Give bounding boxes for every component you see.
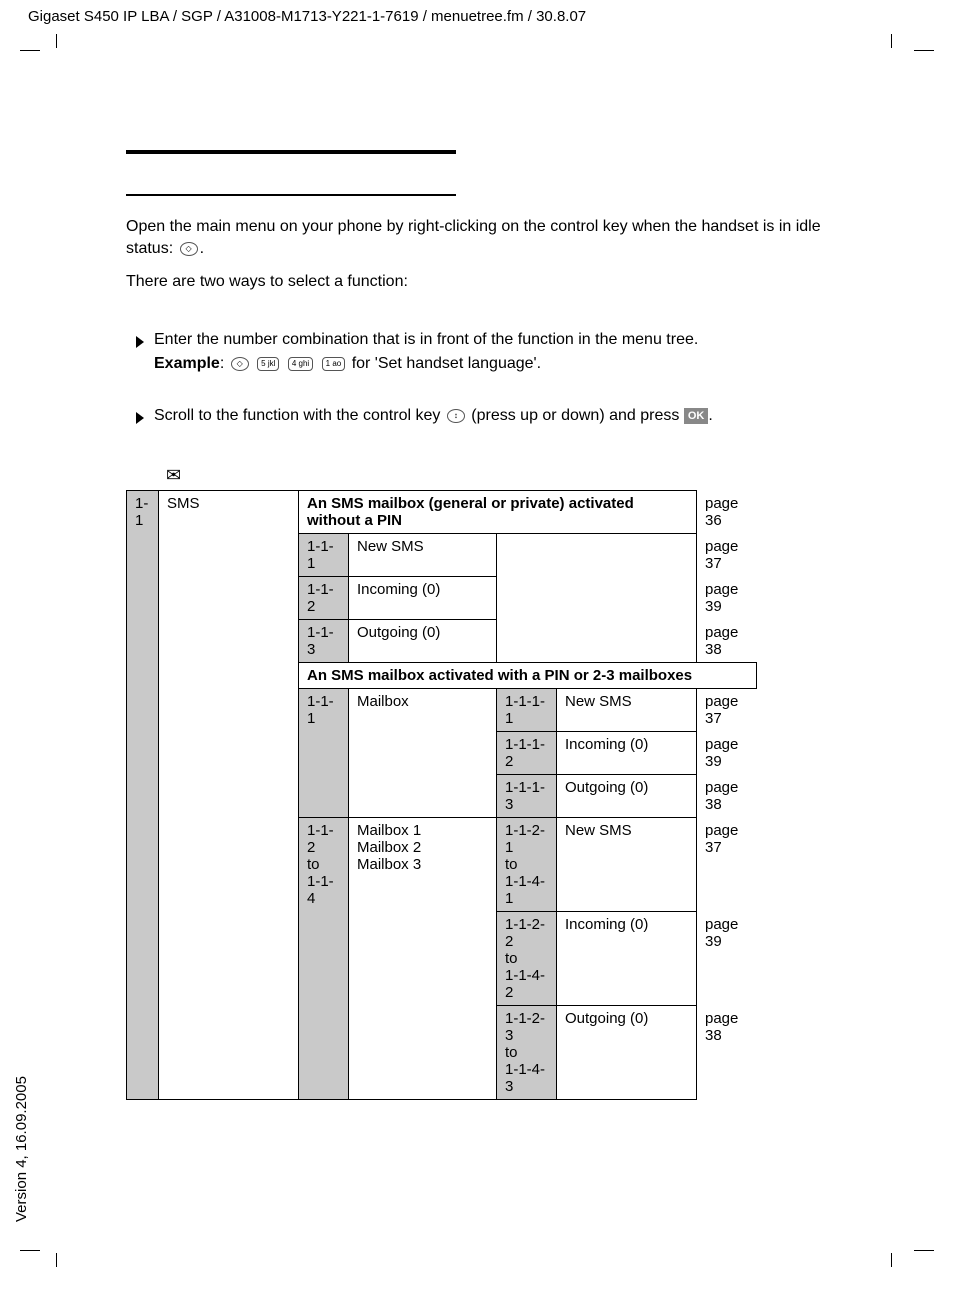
key-1-icon: 1 ao: [322, 357, 346, 371]
page-content: Open the main menu on your phone by righ…: [126, 150, 826, 1100]
header-path: Gigaset S450 IP LBA / SGP / A31008-M1713…: [28, 8, 586, 25]
envelope-icon: ✉: [166, 465, 826, 486]
cell-label: New SMS: [557, 818, 697, 912]
cell-label: New SMS: [557, 689, 697, 732]
table-row: 1-1-1 Mailbox 1-1-1-1 New SMS page 37: [127, 689, 757, 732]
bullet2-text-b: (press up or down) and press: [471, 407, 684, 424]
crop-mark: [914, 50, 934, 51]
cell-page: page 39: [697, 732, 757, 775]
intro-paragraph-1: Open the main menu on your phone by righ…: [126, 216, 826, 261]
cell-page: page 37: [697, 534, 757, 577]
crop-mark: [56, 1253, 57, 1267]
control-key-icon: ◇: [231, 357, 249, 371]
example-tail: for 'Set handset language'.: [352, 355, 541, 372]
table-row: 1-1-1 New SMS page 37: [127, 534, 757, 577]
triangle-bullet-icon: [136, 336, 144, 348]
cell-index: 1-1-1: [299, 689, 349, 732]
table-row: 1-1-2 Incoming (0) page 39: [127, 577, 757, 620]
cell-label: SMS: [159, 491, 299, 534]
table-row: 1-1-2-3 to 1-1-4-3 Outgoing (0) page 38: [127, 1006, 757, 1100]
cell-page: page 36: [697, 491, 757, 534]
cell-label: Outgoing (0): [557, 1006, 697, 1100]
cell-index: 1-1-1: [299, 534, 349, 577]
key-4-icon: 4 ghi: [288, 357, 313, 371]
cell-index: 1-1-2-1 to 1-1-4-1: [497, 818, 557, 912]
cell-label: Mailbox 1 Mailbox 2 Mailbox 3: [349, 818, 497, 912]
crop-mark: [891, 34, 892, 48]
cell-page: page 39: [697, 577, 757, 620]
cell-index: 1-1-2 to 1-1-4: [299, 818, 349, 912]
cell-page: page 37: [697, 689, 757, 732]
cell-page: page 38: [697, 775, 757, 818]
control-key-icon: ◇: [180, 242, 198, 256]
bullet-item-2: Scroll to the function with the control …: [126, 407, 826, 425]
table-row: 1-1-3 Outgoing (0) page 38: [127, 620, 757, 663]
cell-page: page 39: [697, 912, 757, 1006]
cell-label: Outgoing (0): [557, 775, 697, 818]
intro-paragraph-2: There are two ways to select a function:: [126, 271, 826, 293]
table-row: An SMS mailbox activated with a PIN or 2…: [127, 663, 757, 689]
crop-mark: [20, 50, 40, 51]
version-label: Version 4, 16.09.2005: [13, 1076, 30, 1222]
cell-label: New SMS: [349, 534, 497, 577]
key-5-icon: 5 jkl: [257, 357, 279, 371]
table-row: 1-1-2 to 1-1-4 Mailbox 1 Mailbox 2 Mailb…: [127, 818, 757, 912]
cell-header: An SMS mailbox activated with a PIN or 2…: [299, 663, 757, 689]
cell-index: 1-1-2-2 to 1-1-4-2: [497, 912, 557, 1006]
intro-text-b: .: [200, 240, 204, 257]
cell-label: Mailbox: [349, 689, 497, 732]
control-key-updown-icon: ↕: [447, 409, 465, 423]
cell-index: 1-1-3: [299, 620, 349, 663]
table-row: 1-1-2-2 to 1-1-4-2 Incoming (0) page 39: [127, 912, 757, 1006]
cell-index: 1-1-2-3 to 1-1-4-3: [497, 1006, 557, 1100]
table-row: 1-1-1-2 Incoming (0) page 39: [127, 732, 757, 775]
table-row: 1-1 SMS An SMS mailbox (general or priva…: [127, 491, 757, 534]
ok-key-icon: OK: [684, 408, 709, 424]
cell-label: Incoming (0): [349, 577, 497, 620]
crop-mark: [56, 34, 57, 48]
table-row: 1-1-1-3 Outgoing (0) page 38: [127, 775, 757, 818]
bullet1-line1: Enter the number combination that is in …: [154, 331, 698, 349]
crop-mark: [20, 1250, 40, 1251]
cell-label: Outgoing (0): [349, 620, 497, 663]
divider-thin: [126, 194, 456, 196]
example-label: Example: [154, 355, 220, 372]
cell-index: 1-1: [127, 491, 159, 534]
cell-page: page 38: [697, 620, 757, 663]
cell-index: 1-1-2: [299, 577, 349, 620]
cell-index: 1-1-1-2: [497, 732, 557, 775]
cell-page: page 37: [697, 818, 757, 912]
divider-thick: [126, 150, 456, 154]
crop-mark: [914, 1250, 934, 1251]
cell-index: 1-1-1-1: [497, 689, 557, 732]
triangle-bullet-icon: [136, 412, 144, 424]
cell-page: page 38: [697, 1006, 757, 1100]
intro-text-a: Open the main menu on your phone by righ…: [126, 218, 821, 257]
cell-header: An SMS mailbox (general or private) acti…: [299, 491, 697, 534]
menu-tree-table: 1-1 SMS An SMS mailbox (general or priva…: [126, 490, 757, 1100]
bullet2-text-a: Scroll to the function with the control …: [154, 407, 445, 424]
bullet-item-1: Enter the number combination that is in …: [126, 331, 826, 373]
cell-label: Incoming (0): [557, 732, 697, 775]
crop-mark: [891, 1253, 892, 1267]
cell-label: Incoming (0): [557, 912, 697, 1006]
cell-index: 1-1-1-3: [497, 775, 557, 818]
bullet2-text-c: .: [708, 407, 712, 424]
